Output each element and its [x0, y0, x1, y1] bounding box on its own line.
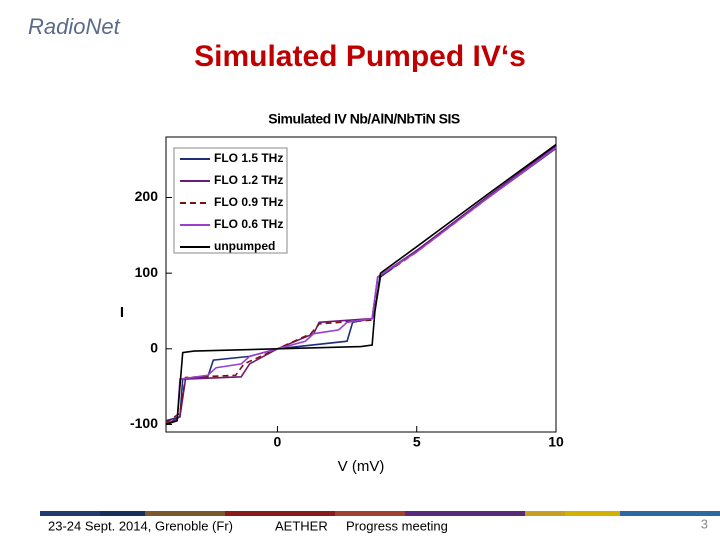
footer-date: 23-24 Sept. 2014, Grenoble (Fr): [48, 518, 233, 533]
legend-label: FLO 1.5 THz: [214, 151, 283, 165]
footer-bar: [40, 511, 720, 516]
y-axis-label: I: [120, 304, 124, 321]
plot-frame: [165, 136, 557, 433]
series-line: [165, 146, 557, 426]
page-number: 3: [701, 516, 708, 531]
x-tick-label: 0: [274, 434, 282, 450]
series-line: [165, 143, 557, 426]
legend-label: FLO 1.2 THz: [214, 173, 283, 187]
logo: RadioNet: [28, 14, 121, 39]
footer-meeting: Progress meeting: [346, 518, 448, 533]
legend-label: unpumped: [214, 239, 275, 253]
x-axis-label: V (mV): [338, 458, 385, 475]
legend-label: FLO 0.9 THz: [214, 195, 283, 209]
x-tick-label: 10: [548, 434, 564, 450]
slide-title: Simulated Pumped IV‘s: [194, 40, 526, 73]
x-tick-label: 5: [413, 434, 421, 450]
footer-project: AETHER: [275, 518, 328, 533]
y-tick-label: -100: [130, 415, 158, 431]
y-tick-label: 0: [150, 339, 158, 355]
legend: [173, 147, 288, 254]
legend-label: FLO 0.6 THz: [214, 217, 283, 231]
series-line: [165, 145, 557, 426]
y-tick-label: 100: [135, 264, 159, 280]
y-tick-label: 200: [135, 188, 159, 204]
chart-title: Simulated IV Nb/AlN/NbTiN SIS: [268, 111, 460, 127]
